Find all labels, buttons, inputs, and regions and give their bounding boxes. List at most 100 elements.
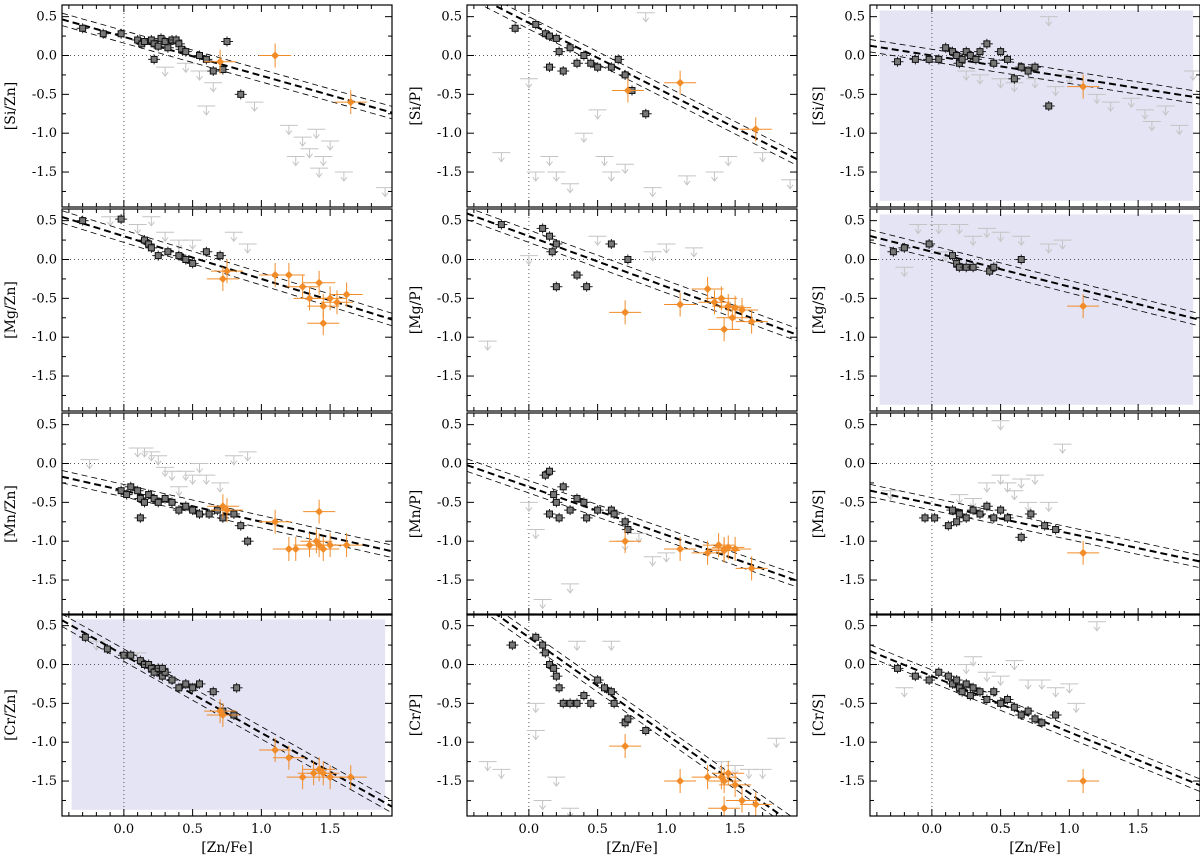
limit-point	[1039, 501, 1058, 513]
data-point	[928, 512, 941, 523]
data-point	[543, 509, 556, 519]
data-point	[156, 663, 169, 674]
fit-envelope-line	[467, 219, 797, 342]
data-point	[76, 215, 89, 226]
plot-area-si-zn	[62, 5, 392, 207]
highlight-region	[879, 10, 1194, 201]
data-point	[967, 682, 980, 693]
data-point	[621, 713, 634, 724]
panel-cr-s: 0.5 0.0 -0.5 -1.0 -1.5 0.0 0.5 1.0 1.5 [Cr/S] [Zn/…	[811, 613, 1200, 856]
y-tick-label: -1.5	[840, 573, 865, 588]
y-tick-label: -1.0	[437, 126, 462, 141]
plot-area-mg-zn	[62, 209, 392, 411]
y-tick-label: 0.5	[441, 214, 462, 229]
limit-point	[739, 768, 758, 780]
y-axis-label: [Cr/P]	[408, 694, 424, 736]
fit-envelope-line	[870, 51, 1200, 105]
data-point	[964, 50, 977, 61]
panel-frame	[61, 208, 393, 412]
data-point	[564, 505, 577, 516]
orange-point	[1067, 540, 1100, 565]
plot-area-si-p	[467, 5, 797, 207]
panel-frame	[466, 208, 798, 412]
limit-point	[657, 243, 676, 254]
data-point	[974, 46, 986, 57]
data-point	[529, 19, 542, 30]
orange-point	[1067, 294, 1100, 319]
limit-point	[519, 255, 538, 266]
fit-envelope-line	[870, 496, 1200, 569]
limit-point	[101, 216, 120, 227]
data-point	[987, 262, 1000, 273]
data-point	[619, 69, 632, 80]
data-point	[543, 231, 556, 242]
data-point	[134, 512, 147, 523]
limit-point	[561, 583, 580, 594]
data-point	[1001, 54, 1014, 65]
data-point	[152, 497, 165, 508]
data-point	[1015, 532, 1028, 543]
y-tick-label: -1.5	[32, 774, 57, 789]
fit-line	[62, 619, 392, 808]
orange-point	[609, 734, 642, 759]
data-point	[591, 62, 604, 73]
y-tick-label: -1.0	[32, 126, 57, 141]
limit-point	[705, 171, 724, 182]
fit-envelope-line	[870, 656, 1200, 792]
data-point	[571, 698, 583, 709]
limit-point	[310, 167, 329, 178]
limit-point	[1005, 660, 1024, 671]
plot-area-mn-zn	[62, 413, 392, 615]
limit-point	[1087, 621, 1106, 632]
limit-point	[998, 482, 1017, 493]
data-point	[923, 238, 936, 249]
panel-mg-zn: 0.5 0.0 -0.5 -1.0 -1.5 [Mg/Zn]	[3, 208, 393, 412]
data-point	[571, 58, 583, 69]
data-point	[76, 23, 89, 34]
data-point	[994, 698, 1007, 709]
panel-cr-p: 0.5 0.0 -0.5 -1.0 -1.5 0.0 0.5 1.0 1.5 [Cr/P] [Zn/…	[408, 613, 798, 856]
limit-point	[1101, 101, 1120, 112]
panel-si-zn: 0.5 0.0 -0.5 -1.0 -1.5 [Si/Zn]	[3, 4, 393, 208]
y-tick-label: -1.5	[840, 369, 865, 384]
orange-point	[611, 78, 644, 103]
limit-point	[307, 128, 326, 140]
data-point	[605, 238, 618, 249]
limit-point	[568, 640, 586, 652]
data-point	[577, 50, 590, 61]
y-tick-label: 0.5	[36, 418, 57, 433]
panel-frame	[466, 4, 798, 208]
data-point	[987, 686, 1000, 697]
panel-frame	[466, 412, 798, 616]
y-tick-label: 0.5	[441, 10, 462, 25]
data-point	[564, 42, 577, 53]
data-point	[1015, 710, 1028, 720]
limit-point	[1012, 235, 1031, 247]
data-point	[543, 62, 556, 73]
limit-point	[211, 482, 230, 493]
y-tick-label: -0.5	[840, 696, 865, 711]
data-point	[124, 650, 137, 661]
data-point	[987, 58, 1000, 69]
data-point	[980, 694, 993, 705]
data-point	[152, 41, 165, 52]
fit-line	[870, 235, 1200, 321]
data-point	[619, 516, 632, 527]
limit-point	[300, 148, 319, 159]
panel-mg-s: 0.5 0.0 -0.5 -1.0 -1.5 [Mg/S]	[811, 208, 1200, 412]
data-point	[161, 42, 174, 53]
orange-point	[664, 769, 697, 794]
data-point	[1008, 73, 1021, 84]
data-point	[152, 250, 165, 261]
fit-envelope-line	[870, 39, 1200, 93]
data-point	[101, 643, 114, 654]
y-tick-label: 0.5	[844, 619, 865, 634]
data-point	[577, 497, 590, 508]
data-point	[539, 470, 552, 481]
orange-point	[712, 535, 745, 560]
data-point	[1008, 702, 1021, 713]
y-axis-label: [Mn/S]	[811, 490, 827, 539]
data-point	[509, 23, 522, 34]
fit-line	[491, 5, 797, 161]
y-axis-label: [Mg/Zn]	[3, 281, 19, 339]
